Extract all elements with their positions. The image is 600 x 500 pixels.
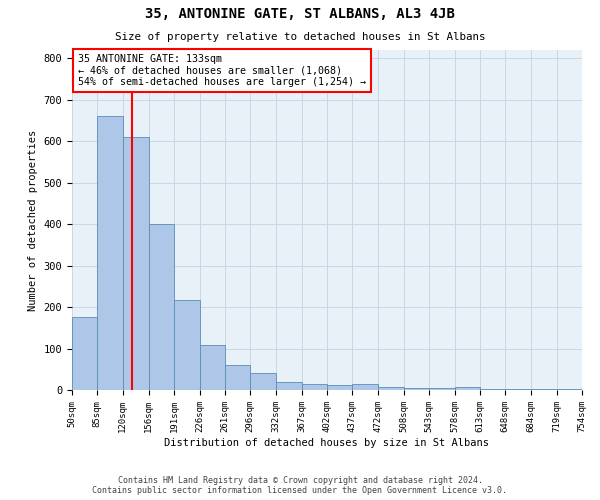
Text: 35 ANTONINE GATE: 133sqm
← 46% of detached houses are smaller (1,068)
54% of sem: 35 ANTONINE GATE: 133sqm ← 46% of detach… <box>78 54 366 88</box>
Bar <box>505 389 531 390</box>
Bar <box>352 384 378 390</box>
Bar <box>557 389 582 390</box>
Text: 35, ANTONINE GATE, ST ALBANS, AL3 4JB: 35, ANTONINE GATE, ST ALBANS, AL3 4JB <box>145 8 455 22</box>
Bar <box>97 116 123 390</box>
Bar <box>480 389 505 390</box>
Bar <box>276 382 302 390</box>
Bar <box>250 372 276 390</box>
Bar <box>327 384 352 390</box>
Text: Size of property relative to detached houses in St Albans: Size of property relative to detached ho… <box>115 32 485 42</box>
Bar <box>72 318 97 390</box>
Y-axis label: Number of detached properties: Number of detached properties <box>28 130 38 310</box>
Bar <box>123 137 149 390</box>
Text: Contains HM Land Registry data © Crown copyright and database right 2024.
Contai: Contains HM Land Registry data © Crown c… <box>92 476 508 495</box>
Bar <box>225 365 250 390</box>
X-axis label: Distribution of detached houses by size in St Albans: Distribution of detached houses by size … <box>164 438 490 448</box>
Bar <box>429 388 455 390</box>
Bar <box>149 224 174 390</box>
Bar <box>455 387 480 390</box>
Bar <box>302 384 327 390</box>
Bar <box>199 345 225 390</box>
Bar <box>378 386 404 390</box>
Bar <box>404 388 429 390</box>
Bar <box>531 389 557 390</box>
Bar <box>174 300 199 390</box>
